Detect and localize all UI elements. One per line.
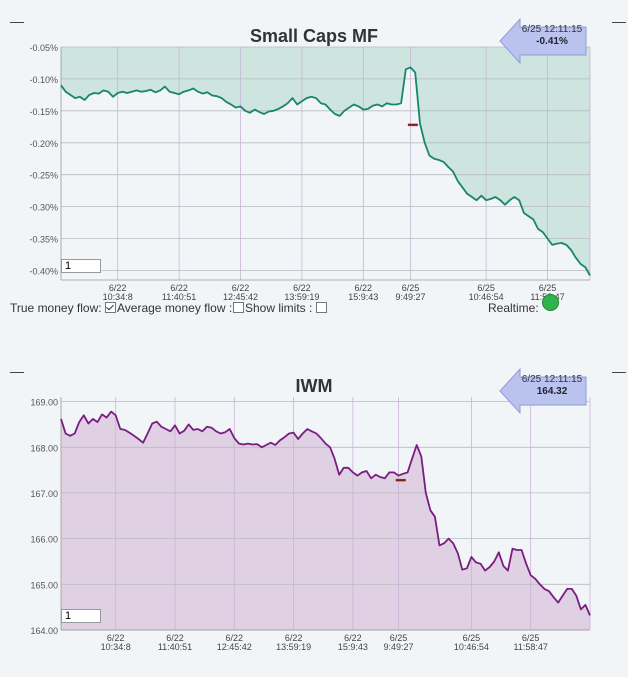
scale-input[interactable] <box>61 609 101 623</box>
y-tick-label: -0.20% <box>29 139 58 149</box>
x-tick-date: 6/25 <box>477 283 495 293</box>
x-tick-time: 15:9:43 <box>338 642 368 652</box>
x-tick-date: 6/22 <box>226 633 244 643</box>
x-tick-time: 9:49:27 <box>395 292 425 300</box>
x-tick-date: 6/22 <box>232 283 250 293</box>
y-tick-label: -0.15% <box>29 107 58 117</box>
realtime-label: Realtime: <box>488 301 539 315</box>
area-fill <box>61 411 590 630</box>
checkbox-icon[interactable] <box>233 302 244 313</box>
x-tick-date: 6/25 <box>463 633 481 643</box>
y-tick-label: 168.00 <box>30 443 58 453</box>
y-tick-label: -0.40% <box>29 266 58 276</box>
x-tick-time: 12:45:42 <box>217 642 252 652</box>
y-tick-label: 164.00 <box>30 626 58 636</box>
x-tick-time: 10:46:54 <box>454 642 489 652</box>
y-tick-label: 165.00 <box>30 580 58 590</box>
value-tooltip: 6/25 12:11:15 164.32 <box>498 367 588 415</box>
arrow-left-icon <box>499 17 587 65</box>
avg-flow-extra-checkbox[interactable] <box>231 301 246 315</box>
avg-flow-label: Average money flow : <box>117 301 233 315</box>
x-tick-time: 10:34:8 <box>101 642 131 652</box>
iwm-chart: 164.00 165.00 166.00 167.00 168.00 169.00 6/22… <box>30 397 591 652</box>
series-line <box>60 410 591 616</box>
x-tick-time: 13:59:19 <box>276 642 311 652</box>
realtime-status-icon[interactable] <box>542 294 559 311</box>
minimize-dash-left[interactable] <box>10 372 24 373</box>
chart-panel-small-caps: -0.05% -0.10% -0.15% -0.20% -0.25% -0.30% -0.3… <box>0 0 628 330</box>
x-tick-date: 6/22 <box>355 283 373 293</box>
x-tick-time: 9:49:27 <box>383 642 413 652</box>
tooltip-value: -0.41% <box>536 36 568 47</box>
x-tick-date: 6/22 <box>170 283 188 293</box>
minimize-dash-left[interactable] <box>10 22 24 23</box>
x-tick-time: 12:45:42 <box>223 292 258 300</box>
y-tick-label: -0.30% <box>29 203 58 213</box>
y-tick-label: -0.25% <box>29 171 58 181</box>
checkbox-checked-icon[interactable] <box>105 302 116 313</box>
x-tick-date: 6/22 <box>285 633 303 643</box>
show-limits-checkbox[interactable] <box>314 301 329 315</box>
series-line <box>60 66 591 276</box>
area-fill <box>61 47 590 276</box>
x-tick-time: 10:34:8 <box>103 292 133 300</box>
x-tick-time: 11:58:47 <box>514 642 548 652</box>
x-tick-time: 10:46:54 <box>469 292 504 300</box>
scale-input[interactable] <box>61 259 101 273</box>
true-flow-label: True money flow: <box>10 301 102 315</box>
small-caps-chart: -0.05% -0.10% -0.15% -0.20% -0.25% -0.30% -0.3… <box>29 43 591 300</box>
arrow-left-icon <box>499 367 587 415</box>
flow-controls: True money flow: Average money flow : Sh… <box>10 301 620 317</box>
x-tick-date: 6/25 <box>539 283 557 293</box>
checkbox-icon[interactable] <box>316 302 327 313</box>
chart-panel-iwm: 164.00 165.00 166.00 167.00 168.00 169.00 6/22… <box>0 350 628 677</box>
y-tick-label: -0.10% <box>29 75 58 85</box>
show-limits-label: Show limits : <box>245 301 313 315</box>
y-tick-label: 167.00 <box>30 489 58 499</box>
x-tick-time: 11:40:51 <box>162 292 196 300</box>
y-tick-label: -0.05% <box>29 43 58 53</box>
minimize-dash-right[interactable] <box>612 22 626 23</box>
avg-flow-checkbox[interactable] <box>103 301 118 315</box>
x-tick-date: 6/22 <box>166 633 184 643</box>
y-tick-label: 169.00 <box>30 398 58 408</box>
tooltip-time: 6/25 12:11:15 <box>521 24 583 35</box>
x-tick-time: 13:59:19 <box>284 292 319 300</box>
x-tick-date: 6/22 <box>293 283 311 293</box>
chart-title: Small Caps MF <box>249 26 379 46</box>
x-tick-date: 6/22 <box>107 633 125 643</box>
y-tick-label: -0.35% <box>29 235 58 245</box>
x-tick-date: 6/25 <box>522 633 540 643</box>
x-tick-date: 6/22 <box>109 283 127 293</box>
x-tick-time: 15:9:43 <box>348 292 378 300</box>
x-tick-date: 6/25 <box>390 633 408 643</box>
tooltip-value: 164.32 <box>536 386 568 397</box>
minimize-dash-right[interactable] <box>612 372 626 373</box>
y-tick-label: 166.00 <box>30 535 58 545</box>
x-tick-time: 11:40:51 <box>158 642 192 652</box>
chart-title: IWM <box>295 376 333 396</box>
value-tooltip: 6/25 12:11:15 -0.41% <box>498 17 588 65</box>
tooltip-time: 6/25 12:11:15 <box>521 374 583 385</box>
x-tick-date: 6/25 <box>402 283 420 293</box>
x-tick-date: 6/22 <box>344 633 362 643</box>
